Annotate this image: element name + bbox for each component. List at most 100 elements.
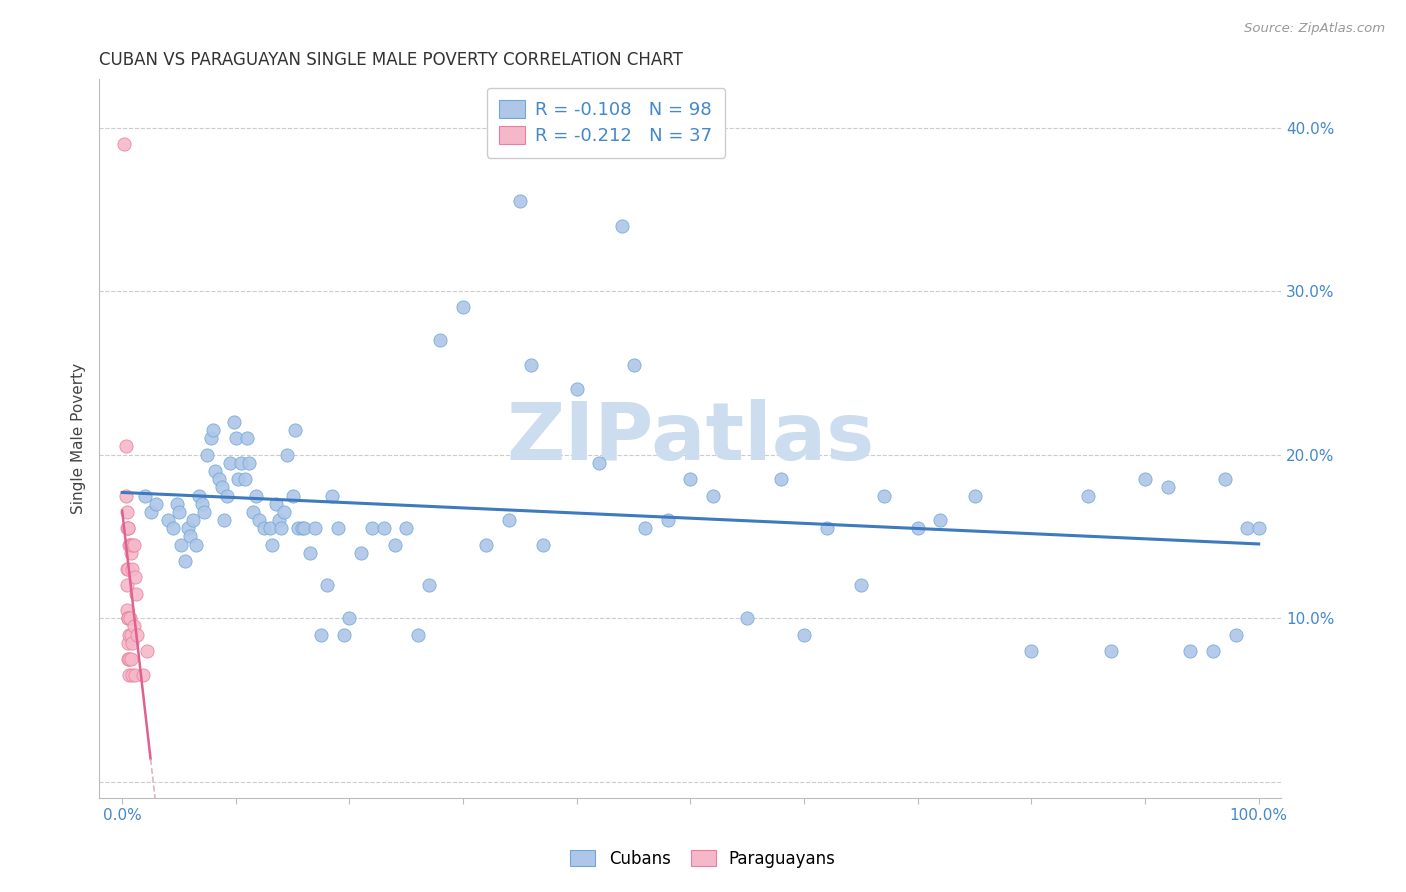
- Point: [118, 668, 141, 682]
- Point: [125, 587, 148, 601]
- Point: [1202, 644, 1225, 658]
- Point: [623, 358, 645, 372]
- Point: [373, 521, 395, 535]
- Y-axis label: Single Male Poverty: Single Male Poverty: [72, 363, 86, 514]
- Point: [120, 611, 142, 625]
- Point: [1236, 521, 1258, 535]
- Point: [588, 456, 610, 470]
- Point: [304, 521, 326, 535]
- Point: [193, 505, 215, 519]
- Point: [298, 546, 321, 560]
- Point: [702, 489, 724, 503]
- Point: [125, 627, 148, 641]
- Point: [231, 456, 253, 470]
- Point: [253, 521, 276, 535]
- Point: [315, 578, 337, 592]
- Point: [121, 538, 143, 552]
- Point: [131, 668, 153, 682]
- Point: [245, 489, 267, 503]
- Point: [236, 431, 259, 445]
- Point: [259, 521, 281, 535]
- Point: [219, 456, 242, 470]
- Point: [184, 538, 207, 552]
- Point: [117, 611, 139, 625]
- Point: [273, 505, 295, 519]
- Point: [120, 546, 142, 560]
- Point: [166, 497, 188, 511]
- Point: [770, 472, 793, 486]
- Point: [657, 513, 679, 527]
- Point: [202, 423, 225, 437]
- Text: ZIPatlas: ZIPatlas: [506, 400, 875, 477]
- Point: [118, 627, 141, 641]
- Point: [520, 358, 543, 372]
- Point: [120, 538, 142, 552]
- Point: [509, 194, 531, 209]
- Point: [121, 668, 143, 682]
- Point: [929, 513, 952, 527]
- Legend: R = -0.108   N = 98, R = -0.212   N = 37: R = -0.108 N = 98, R = -0.212 N = 37: [486, 87, 725, 158]
- Point: [292, 521, 315, 535]
- Point: [117, 652, 139, 666]
- Point: [115, 562, 138, 576]
- Point: [264, 497, 287, 511]
- Point: [156, 513, 179, 527]
- Point: [226, 472, 249, 486]
- Point: [167, 505, 190, 519]
- Point: [498, 513, 520, 527]
- Point: [114, 489, 136, 503]
- Point: [215, 489, 238, 503]
- Point: [120, 652, 142, 666]
- Point: [117, 611, 139, 625]
- Point: [115, 578, 138, 592]
- Point: [115, 603, 138, 617]
- Point: [117, 521, 139, 535]
- Point: [1213, 472, 1236, 486]
- Point: [114, 440, 136, 454]
- Point: [1133, 472, 1156, 486]
- Point: [179, 529, 201, 543]
- Point: [145, 497, 167, 511]
- Point: [321, 489, 343, 503]
- Point: [793, 627, 815, 641]
- Point: [121, 636, 143, 650]
- Point: [679, 472, 702, 486]
- Point: [118, 652, 141, 666]
- Point: [177, 521, 200, 535]
- Point: [204, 464, 226, 478]
- Point: [247, 513, 270, 527]
- Point: [1021, 644, 1043, 658]
- Point: [291, 521, 314, 535]
- Point: [117, 636, 139, 650]
- Point: [963, 489, 986, 503]
- Point: [451, 301, 474, 315]
- Point: [350, 546, 373, 560]
- Point: [384, 538, 406, 552]
- Point: [134, 489, 156, 503]
- Point: [197, 448, 219, 462]
- Point: [115, 521, 138, 535]
- Point: [222, 415, 245, 429]
- Point: [114, 136, 136, 151]
- Point: [565, 382, 588, 396]
- Point: [735, 611, 758, 625]
- Point: [276, 448, 298, 462]
- Text: CUBAN VS PARAGUAYAN SINGLE MALE POVERTY CORRELATION CHART: CUBAN VS PARAGUAYAN SINGLE MALE POVERTY …: [100, 51, 683, 69]
- Point: [1077, 489, 1099, 503]
- Point: [1225, 627, 1247, 641]
- Point: [1180, 644, 1202, 658]
- Point: [284, 423, 307, 437]
- Point: [208, 472, 231, 486]
- Point: [612, 219, 634, 233]
- Point: [118, 538, 141, 552]
- Point: [120, 627, 142, 641]
- Point: [242, 505, 264, 519]
- Point: [634, 521, 657, 535]
- Point: [429, 333, 451, 347]
- Point: [406, 627, 429, 641]
- Point: [162, 521, 184, 535]
- Point: [238, 456, 260, 470]
- Point: [214, 513, 236, 527]
- Legend: Cubans, Paraguayans: Cubans, Paraguayans: [564, 844, 842, 875]
- Point: [309, 627, 332, 641]
